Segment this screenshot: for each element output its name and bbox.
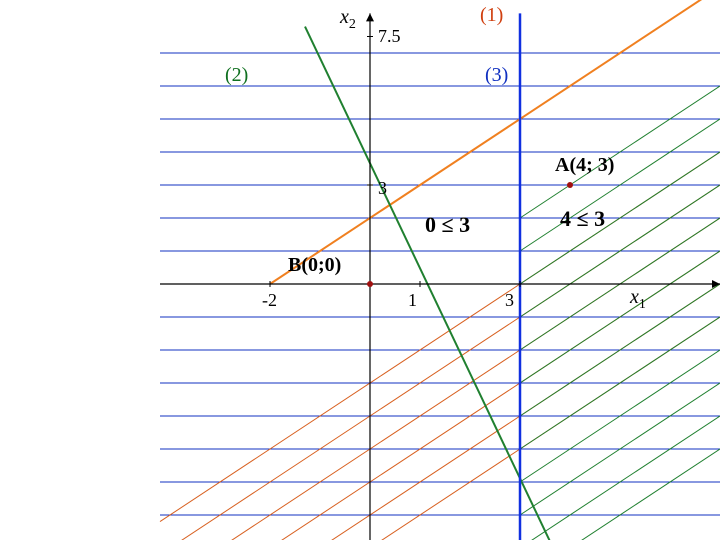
label-B_l: B(0;0) (288, 254, 341, 277)
point-A (567, 182, 573, 188)
line-L1 (270, 0, 710, 284)
y-axis-arrow (366, 13, 374, 21)
label-t1: 1 (408, 290, 417, 311)
label-y75: 7.5 (378, 26, 401, 47)
label-ineq4: 4 ≤ 3 (560, 206, 605, 232)
label-lab2: (2) (225, 64, 248, 87)
label-A_l: A(4; 3) (555, 154, 614, 177)
label-t3: 3 (505, 290, 514, 311)
point-B (367, 281, 373, 287)
label-tm2: -2 (262, 290, 277, 311)
label-lab3: (3) (485, 64, 508, 87)
label-x2: x2 (340, 6, 356, 33)
label-lab1: (1) (480, 4, 503, 27)
line-L2 (305, 27, 550, 540)
label-ineq0: 0 ≤ 3 (425, 212, 470, 238)
label-y3: 3 (378, 178, 387, 199)
hatch-line (530, 416, 720, 540)
label-x1: x1 (630, 286, 646, 313)
